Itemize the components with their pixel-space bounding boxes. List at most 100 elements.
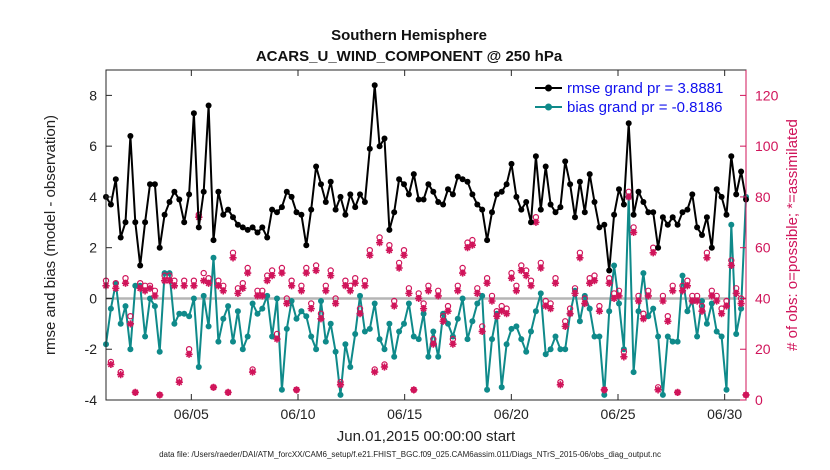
bias-point — [376, 336, 383, 343]
bias-point — [518, 336, 525, 343]
rmse-point — [288, 193, 295, 200]
bias-point — [274, 295, 280, 302]
x-tick-label: 06/05 — [174, 406, 209, 422]
obs-assimilated-marker — [390, 302, 398, 310]
bias-point — [728, 221, 735, 228]
rmse-point — [161, 211, 168, 218]
rmse-point — [112, 176, 119, 183]
rmse-point — [684, 206, 691, 213]
obs-assimilated-marker — [229, 254, 237, 262]
obs-assimilated-marker — [478, 327, 486, 336]
bias-point — [215, 338, 222, 345]
bias-point — [303, 313, 310, 320]
rmse-point — [347, 191, 354, 198]
rmse-point — [489, 209, 495, 216]
obs-assimilated-marker — [351, 279, 359, 287]
obs-assimilated-marker — [341, 282, 349, 290]
rmse-point — [728, 153, 735, 160]
obs-assimilated-marker — [312, 266, 320, 275]
rmse-point — [576, 178, 583, 185]
obs-assimilated-marker — [234, 289, 242, 297]
rmse-point — [230, 214, 236, 221]
rmse-point — [386, 226, 393, 233]
bias-point — [415, 336, 422, 343]
obs-assimilated-marker — [576, 254, 584, 262]
bias-point — [254, 310, 261, 317]
bias-point — [547, 346, 554, 353]
obs-assimilated-marker — [468, 241, 477, 249]
bias-point — [401, 320, 407, 327]
rmse-point — [620, 201, 627, 208]
bias-point — [430, 328, 437, 335]
rmse-point — [122, 219, 129, 226]
rmse-point — [298, 211, 305, 218]
obs-assimilated-marker — [385, 246, 393, 254]
y-tick-label: 2 — [89, 240, 97, 256]
bias-point — [318, 298, 324, 304]
bias-point — [601, 391, 608, 398]
x-axis-label: Jun.01,2015 00:00:00 start — [337, 428, 516, 445]
rmse-point — [244, 226, 251, 233]
bias-point — [322, 338, 329, 345]
bias-point — [225, 303, 232, 310]
rmse-point — [195, 224, 202, 231]
bias-point — [366, 325, 373, 332]
bias-line — [105, 195, 747, 396]
obs-assimilated-marker — [693, 297, 701, 305]
rmse-point — [190, 110, 197, 117]
rmse-point — [430, 188, 437, 195]
obs-assimilated-marker — [527, 282, 535, 290]
rmse-point — [166, 199, 173, 205]
obs-assimilated-marker — [498, 307, 506, 315]
obs-assimilated-marker — [434, 292, 442, 300]
rmse-point — [264, 234, 271, 241]
chart-subtitle: ACARS_U_WIND_COMPONENT @ 250 hPa — [256, 48, 563, 65]
x-tick-label: 06/25 — [600, 406, 635, 422]
rmse-point — [498, 188, 505, 195]
obs-assimilated-marker — [253, 292, 262, 300]
bias-point — [147, 295, 153, 302]
bias-point — [420, 310, 427, 317]
rmse-point — [532, 153, 539, 160]
obs-assimilated-marker — [356, 310, 364, 318]
obs-assimilated-marker — [273, 335, 281, 343]
obs-assimilated-marker — [283, 299, 291, 308]
obs-possible-marker — [127, 313, 134, 320]
bias-point — [264, 292, 271, 299]
obs-assimilated-marker — [405, 289, 413, 297]
bias-point — [210, 254, 217, 261]
bias-point — [596, 333, 603, 340]
bias-point — [513, 323, 520, 330]
obs-assimilated-marker — [727, 261, 735, 270]
obs-assimilated-marker — [634, 297, 643, 305]
bias-point — [244, 333, 251, 340]
bias-point — [508, 325, 515, 332]
obs-assimilated-marker — [185, 350, 193, 358]
bias-point — [283, 325, 290, 332]
y-tick-label: 8 — [89, 87, 97, 103]
bias-point — [230, 338, 236, 345]
obs-assimilated-marker — [444, 307, 452, 315]
bias-point — [591, 333, 598, 340]
rmse-point — [151, 181, 158, 188]
rmse-point — [215, 188, 222, 195]
bias-point — [616, 300, 622, 307]
obs-assimilated-marker — [327, 272, 335, 280]
obs-assimilated-marker — [737, 299, 745, 308]
bias-point — [586, 305, 593, 312]
y2-tick-label: 100 — [755, 138, 779, 154]
rmse-point — [327, 178, 334, 185]
obs-assimilated-marker — [424, 287, 433, 295]
bias-point — [659, 391, 666, 398]
rmse-point — [410, 171, 417, 178]
obs-assimilated-marker — [366, 251, 374, 259]
rmse-point — [547, 201, 554, 208]
bias-point — [435, 353, 442, 360]
bias-point — [176, 310, 183, 317]
obs-assimilated-marker — [400, 251, 408, 259]
bias-point — [127, 346, 134, 353]
obs-assimilated-marker — [669, 287, 677, 295]
rmse-point — [132, 219, 139, 226]
y2-tick-label: 120 — [755, 87, 779, 103]
